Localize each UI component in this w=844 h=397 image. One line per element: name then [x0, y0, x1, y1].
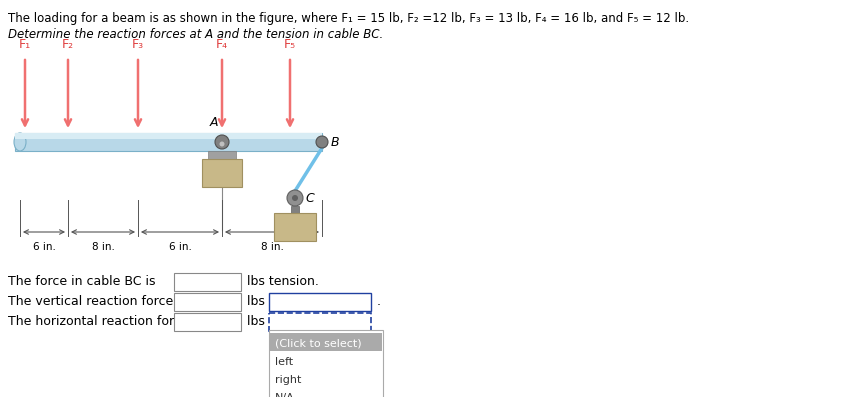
- Bar: [202, 159, 241, 187]
- Circle shape: [316, 136, 327, 148]
- Text: The horizontal reaction force at A is: The horizontal reaction force at A is: [8, 315, 235, 328]
- Text: ✓: ✓: [352, 318, 360, 328]
- FancyBboxPatch shape: [268, 293, 371, 311]
- Text: (Click to select): (Click to select): [274, 339, 361, 349]
- Text: B: B: [331, 135, 339, 148]
- Text: lbs: lbs: [243, 315, 264, 328]
- FancyBboxPatch shape: [174, 273, 241, 291]
- Text: N/A: N/A: [274, 393, 295, 397]
- Circle shape: [219, 141, 225, 146]
- Bar: [15, 133, 322, 139]
- Text: 6 in.: 6 in.: [33, 242, 56, 252]
- Ellipse shape: [14, 133, 26, 151]
- Circle shape: [287, 190, 303, 206]
- Bar: [273, 213, 316, 241]
- Text: 6 in.: 6 in.: [168, 242, 192, 252]
- FancyBboxPatch shape: [268, 330, 382, 397]
- Text: C: C: [305, 191, 313, 204]
- Text: F₄: F₄: [216, 38, 228, 51]
- Circle shape: [292, 195, 298, 201]
- Bar: [290, 206, 299, 214]
- Text: 8 in.: 8 in.: [260, 242, 283, 252]
- Text: lbs tension.: lbs tension.: [243, 275, 318, 288]
- FancyBboxPatch shape: [174, 313, 241, 331]
- Text: left: left: [274, 357, 293, 367]
- Text: right: right: [274, 375, 301, 385]
- Text: The loading for a beam is as shown in the figure, where F₁ = 15 lb, F₂ =12 lb, F: The loading for a beam is as shown in th…: [8, 12, 689, 25]
- Text: (Click to select): (Click to select): [273, 295, 354, 305]
- Text: The force in cable BC is: The force in cable BC is: [8, 275, 160, 288]
- Text: F₂: F₂: [62, 38, 74, 51]
- FancyBboxPatch shape: [268, 313, 371, 331]
- Text: F₃: F₃: [132, 38, 143, 51]
- Bar: [208, 151, 235, 161]
- Text: .: .: [372, 295, 381, 308]
- Bar: [270, 333, 381, 351]
- Text: lbs: lbs: [243, 295, 264, 308]
- Circle shape: [214, 135, 229, 149]
- Text: Determine the reaction forces at A and the tension in cable BC.: Determine the reaction forces at A and t…: [8, 28, 383, 41]
- Text: The vertical reaction force at A is: The vertical reaction force at A is: [8, 295, 220, 308]
- FancyBboxPatch shape: [174, 293, 241, 311]
- Text: (Click to select): (Click to select): [273, 315, 354, 325]
- Text: 8 in.: 8 in.: [91, 242, 114, 252]
- Text: F₅: F₅: [284, 38, 295, 51]
- Text: F₁: F₁: [19, 38, 31, 51]
- Text: A: A: [209, 116, 218, 129]
- Text: ✓: ✓: [352, 298, 360, 308]
- Bar: [15, 133, 322, 151]
